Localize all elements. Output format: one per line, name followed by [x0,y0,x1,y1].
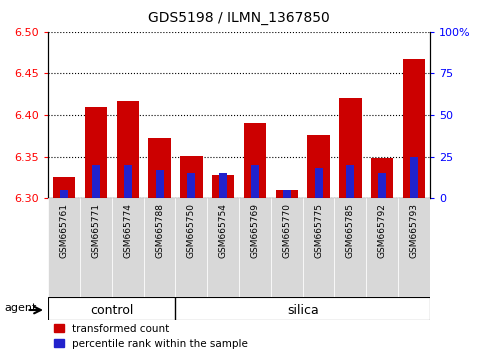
Bar [180,156,202,198]
Bar [117,101,139,198]
Bar [53,177,75,198]
Bar [207,198,239,297]
Bar [124,165,132,198]
Text: GSM665774: GSM665774 [123,203,132,258]
Text: GSM665793: GSM665793 [410,203,418,258]
Bar [276,190,298,198]
Bar [314,168,323,198]
Text: GSM665769: GSM665769 [251,203,259,258]
Bar [339,98,361,198]
Text: GSM665771: GSM665771 [91,203,100,258]
Bar [251,165,259,198]
Bar [403,59,425,198]
Text: control: control [90,303,134,316]
Text: GSM665785: GSM665785 [346,203,355,258]
Bar [112,198,144,297]
Bar [366,198,398,297]
Bar [156,170,164,198]
Text: GSM665770: GSM665770 [282,203,291,258]
Legend: transformed count, percentile rank within the sample: transformed count, percentile rank withi… [54,324,248,349]
Text: GSM665754: GSM665754 [219,203,227,258]
Bar [271,198,303,297]
Bar [148,138,170,198]
Bar [378,173,386,198]
Text: GDS5198 / ILMN_1367850: GDS5198 / ILMN_1367850 [148,11,330,25]
Bar [335,198,366,297]
Bar [92,165,100,198]
Bar [398,198,430,297]
Bar [60,190,68,198]
Bar [219,173,227,198]
Text: GSM665750: GSM665750 [187,203,196,258]
Bar [244,123,266,198]
Bar [410,156,418,198]
Text: GSM665775: GSM665775 [314,203,323,258]
Bar [144,198,175,297]
Bar [48,198,80,297]
Bar [239,198,271,297]
Bar [212,175,234,198]
Bar [371,158,393,198]
Bar [85,107,107,198]
Text: GSM665761: GSM665761 [60,203,69,258]
Bar [80,198,112,297]
Bar [308,135,330,198]
Text: GSM665788: GSM665788 [155,203,164,258]
Bar [187,173,195,198]
Text: silica: silica [287,303,319,316]
Bar [175,198,207,297]
Text: GSM665792: GSM665792 [378,203,387,258]
Bar [283,190,291,198]
Bar [303,198,335,297]
Bar [346,165,355,198]
Text: agent: agent [5,303,37,313]
